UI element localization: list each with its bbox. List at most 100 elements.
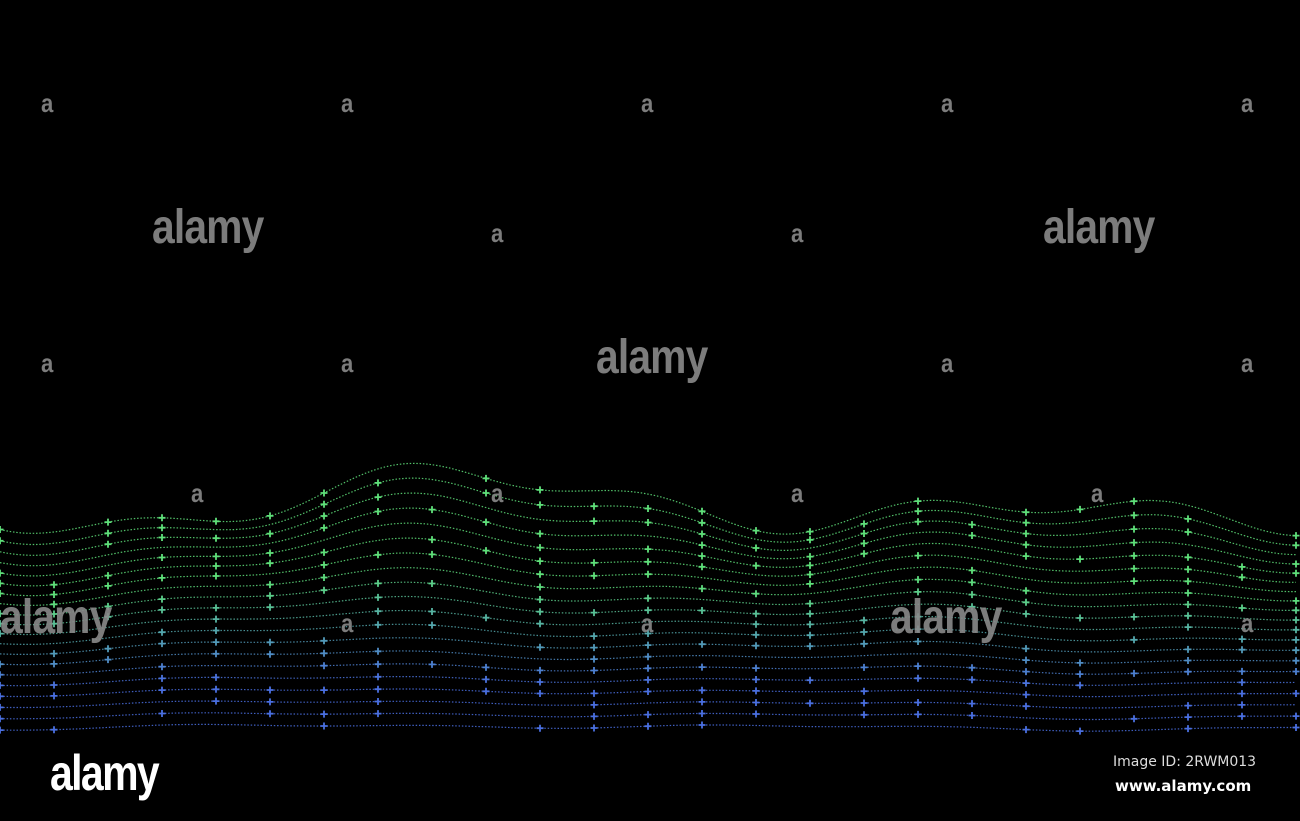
plus-marker <box>806 699 814 707</box>
plus-marker <box>536 690 544 697</box>
plus-marker <box>50 681 58 689</box>
plus-marker <box>104 602 112 610</box>
plus-marker <box>590 609 598 617</box>
plus-marker <box>644 594 652 602</box>
plus-marker <box>1022 691 1030 699</box>
plus-marker <box>1292 636 1300 644</box>
plus-marker <box>914 588 922 596</box>
wave-line <box>0 462 1297 537</box>
plus-marker <box>752 642 760 650</box>
plus-marker <box>428 608 436 615</box>
plus-marker <box>320 710 328 718</box>
plus-marker <box>590 701 598 709</box>
plus-marker <box>1022 587 1030 595</box>
plus-marker <box>0 726 4 734</box>
plus-marker <box>50 600 58 608</box>
plus-marker <box>752 527 760 535</box>
plus-marker <box>266 592 274 600</box>
plus-marker <box>1292 712 1300 720</box>
plus-marker <box>1184 589 1192 597</box>
plus-marker <box>0 703 4 711</box>
plus-marker <box>266 686 274 694</box>
plus-marker <box>806 631 814 639</box>
plus-marker <box>1184 645 1192 653</box>
plus-marker <box>374 579 382 587</box>
plus-marker <box>860 699 868 707</box>
plus-marker <box>212 627 220 634</box>
plus-marker <box>1022 656 1030 664</box>
plus-marker <box>590 572 598 580</box>
plus-marker <box>1022 668 1030 676</box>
watermark-letter: a <box>191 478 203 508</box>
wave-line <box>0 477 1297 546</box>
plus-marker <box>914 552 922 560</box>
plus-marker <box>428 550 436 558</box>
plus-marker <box>1292 606 1300 614</box>
plus-marker <box>914 497 922 505</box>
watermark-letter: a <box>341 88 353 118</box>
plus-marker <box>1292 560 1300 568</box>
plus-marker <box>644 653 652 661</box>
plus-marker <box>644 505 652 512</box>
plus-marker <box>536 724 544 732</box>
plus-marker <box>0 660 4 668</box>
plus-marker <box>644 570 652 578</box>
plus-marker <box>104 540 112 548</box>
plus-marker <box>806 600 814 608</box>
plus-marker <box>266 512 274 520</box>
plus-marker <box>158 686 166 694</box>
plus-marker <box>968 591 976 599</box>
plus-marker <box>644 630 652 637</box>
plus-marker <box>428 660 436 668</box>
plus-marker <box>320 574 328 581</box>
plus-marker <box>860 628 868 636</box>
plus-marker <box>428 536 436 544</box>
plus-marker <box>320 649 328 657</box>
plus-marker <box>374 710 382 718</box>
plus-marker <box>0 671 4 679</box>
plus-marker <box>428 580 436 587</box>
plus-marker <box>806 536 814 544</box>
plus-marker <box>860 520 868 528</box>
plus-marker <box>1130 552 1138 560</box>
plus-marker <box>590 517 598 525</box>
plus-marker <box>752 544 760 552</box>
plus-marker <box>644 558 652 566</box>
plus-marker <box>212 534 220 542</box>
plus-marker <box>212 604 220 612</box>
plus-marker <box>590 644 598 652</box>
plus-marker <box>266 559 274 567</box>
plus-marker <box>1076 659 1084 667</box>
plus-marker <box>1130 525 1138 533</box>
plus-marker <box>50 650 58 658</box>
plus-marker <box>1292 541 1300 549</box>
watermark-letter: a <box>341 608 353 638</box>
plus-marker <box>320 662 328 670</box>
plus-marker <box>212 517 220 525</box>
plus-marker <box>536 583 544 591</box>
plus-marker <box>536 501 544 509</box>
plus-marker <box>482 518 490 526</box>
plus-marker <box>1292 532 1300 540</box>
plus-marker <box>158 710 166 717</box>
plus-marker <box>698 607 706 614</box>
plus-marker <box>1292 657 1300 665</box>
plus-marker <box>644 722 652 730</box>
plus-marker <box>374 673 382 681</box>
plus-marker <box>158 674 166 682</box>
plus-marker <box>158 663 166 671</box>
plus-marker <box>482 663 490 671</box>
plus-marker <box>860 687 868 695</box>
plus-marker <box>266 581 274 589</box>
plus-marker <box>1238 635 1246 643</box>
plus-marker <box>1292 569 1300 577</box>
plus-marker <box>374 508 382 515</box>
plus-marker <box>1022 541 1030 549</box>
plus-marker <box>1238 667 1246 675</box>
plus-marker <box>1076 681 1084 689</box>
plus-marker <box>536 557 544 565</box>
wave-line <box>0 507 1297 567</box>
plus-marker <box>1184 657 1192 664</box>
plus-marker <box>806 561 814 569</box>
